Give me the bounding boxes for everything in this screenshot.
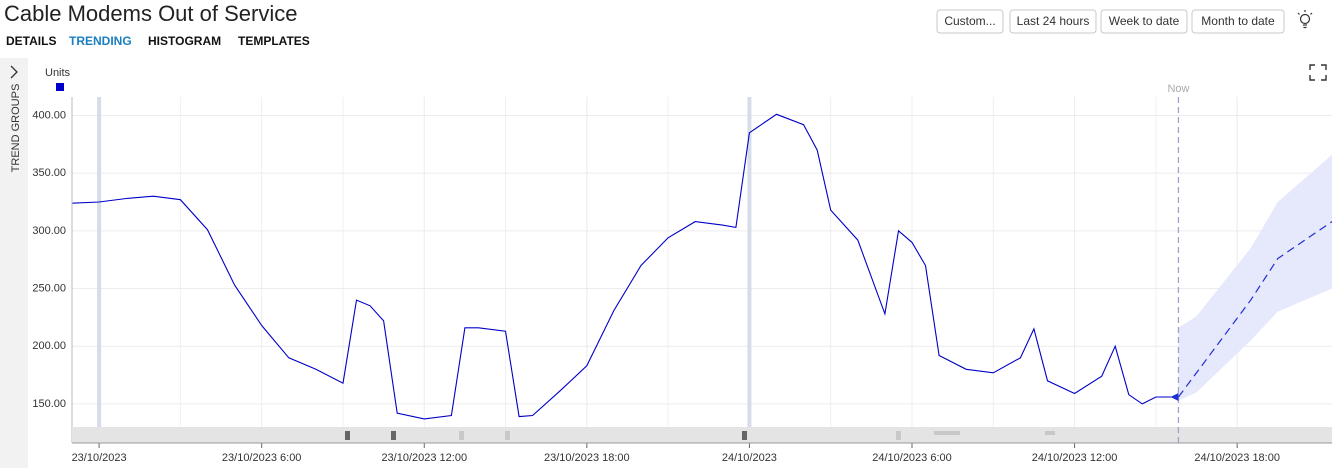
- range-bar-tick: [1045, 431, 1055, 435]
- range-bar-tick: [896, 431, 901, 440]
- tab[interactable]: HISTOGRAM: [148, 34, 221, 48]
- x-tick-label: 24/10/2023: [722, 452, 777, 464]
- side-panel: [0, 58, 28, 468]
- plot-area: [71, 97, 1333, 427]
- y-tick-label: 400.00: [32, 109, 66, 121]
- y-tick-label: 250.00: [32, 282, 66, 294]
- button[interactable]: Week to date: [1109, 14, 1180, 28]
- forecast-start-arrow: [1170, 393, 1179, 401]
- range-bar: [72, 427, 1332, 443]
- button[interactable]: Custom...: [944, 14, 995, 28]
- now-label: Now: [1167, 83, 1189, 95]
- y-tick-label: 350.00: [32, 167, 66, 179]
- tab-active[interactable]: TRENDING: [69, 34, 132, 48]
- legend-label[interactable]: Units: [45, 67, 71, 79]
- side-panel-label[interactable]: TREND GROUPS: [10, 84, 22, 173]
- x-tick-label: 23/10/2023 12:00: [381, 452, 467, 464]
- page-title: Cable Modems Out of Service: [4, 1, 297, 26]
- button-frame[interactable]: [1100, 9, 1188, 34]
- legend-swatch: [56, 83, 64, 91]
- range-bar-tick: [742, 431, 747, 440]
- x-tick-label: 24/10/2023 6:00: [872, 452, 952, 464]
- range-bar-tick: [505, 431, 510, 440]
- x-tick-label: 23/10/2023: [72, 452, 127, 464]
- button-frame[interactable]: [936, 9, 1004, 34]
- x-tick-label: 23/10/2023 18:00: [544, 452, 630, 464]
- button-frame[interactable]: [1191, 9, 1285, 34]
- y-tick-label: 300.00: [32, 225, 66, 237]
- series-line: [71, 113, 1179, 420]
- lightbulb-icon[interactable]: [1297, 10, 1313, 29]
- button[interactable]: Month to date: [1201, 14, 1275, 28]
- button-frame[interactable]: [1009, 9, 1097, 34]
- range-bar-tick: [934, 431, 960, 435]
- expand-chevron[interactable]: [10, 65, 18, 79]
- button[interactable]: Last 24 hours: [1017, 14, 1090, 28]
- range-bar-tick: [391, 431, 396, 440]
- fullscreen-icon[interactable]: [1309, 64, 1327, 81]
- tab[interactable]: TEMPLATES: [238, 34, 310, 48]
- y-tick-label: 200.00: [32, 340, 66, 352]
- x-tick-label: 24/10/2023 12:00: [1032, 452, 1118, 464]
- tab[interactable]: DETAILS: [6, 34, 56, 48]
- forecast-line: [1177, 221, 1333, 398]
- range-bar-tick: [345, 431, 350, 440]
- x-tick-label: 23/10/2023 6:00: [222, 452, 302, 464]
- x-tick-label: 24/10/2023 18:00: [1194, 452, 1280, 464]
- forecast-band: [1178, 154, 1332, 401]
- y-tick-label: 150.00: [32, 398, 66, 410]
- range-bar-tick: [459, 431, 464, 440]
